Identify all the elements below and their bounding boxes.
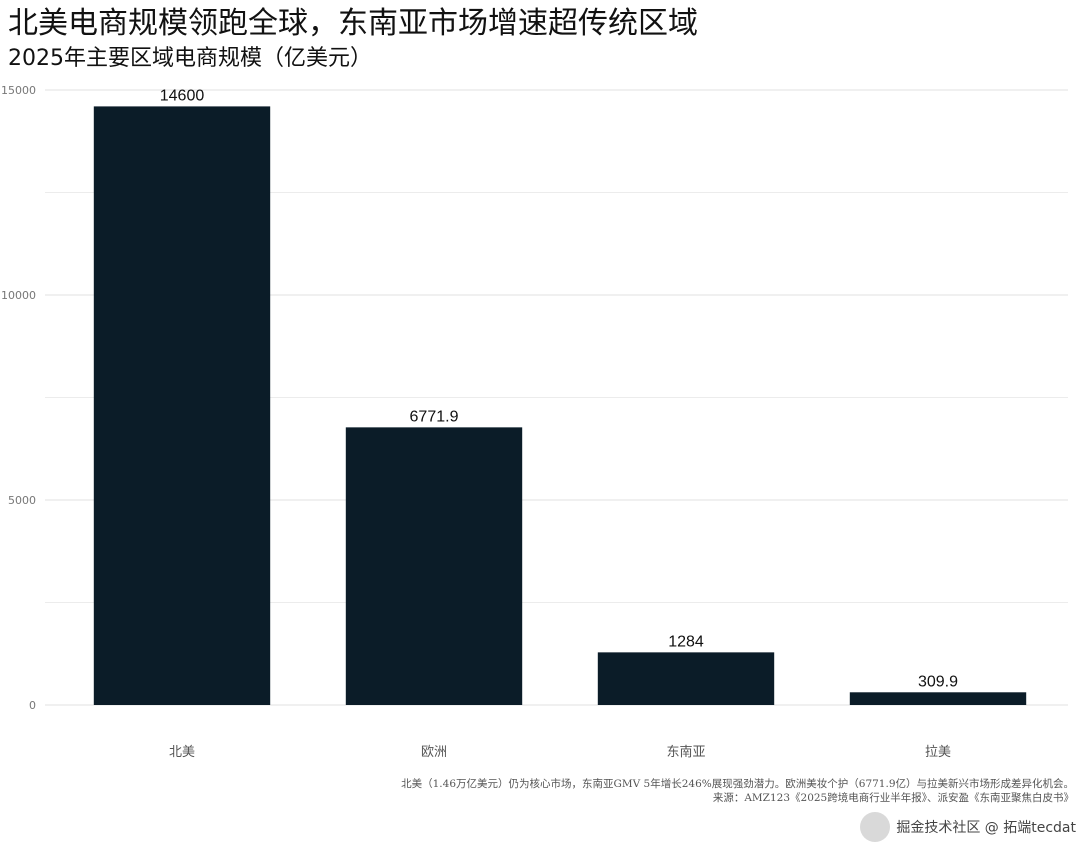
- bar-value-label: 309.9: [918, 673, 958, 690]
- y-tick-label: 10000: [1, 289, 36, 302]
- bar: [345, 427, 523, 705]
- bar-chart: 0 5000 10000 15000 14600 6771.9 1284 309.9 北美 欧…: [1, 84, 1068, 760]
- bar-value-label: 1284: [668, 633, 704, 650]
- bar-value-label: 6771.9: [410, 408, 459, 425]
- y-tick-label: 5000: [8, 494, 36, 507]
- chart-title: 北美电商规模领跑全球，东南亚市场增速超传统区域: [8, 6, 698, 41]
- watermark-logo-icon: [860, 812, 891, 842]
- caption-source: 来源：AMZ123《2025跨境电商行业半年报》、派安盈《东南亚聚焦白皮书》: [712, 792, 1074, 804]
- x-tick-label: 欧洲: [421, 745, 447, 760]
- x-axis-ticks: 北美 欧洲 东南亚 拉美: [169, 744, 951, 760]
- bar: [597, 652, 775, 705]
- x-tick-label: 东南亚: [666, 744, 705, 760]
- y-tick-label: 15000: [1, 84, 36, 97]
- bar: [849, 692, 1027, 705]
- chart-caption: 北美（1.46万亿美元）仍为核心市场，东南亚GMV 5年增长246%展现强劲潜力…: [401, 777, 1074, 805]
- bar: [93, 106, 271, 705]
- chart-subtitle: 2025年主要区域电商规模（亿美元）: [8, 46, 372, 71]
- bars: [93, 106, 1027, 705]
- x-tick-label: 北美: [169, 745, 195, 760]
- y-tick-label: 0: [29, 699, 36, 712]
- x-tick-label: 拉美: [925, 745, 951, 760]
- value-labels: 14600 6771.9 1284 309.9: [160, 87, 958, 690]
- y-axis-ticks: 0 5000 10000 15000: [1, 84, 36, 712]
- watermark: 掘金技术社区 @ 拓端tecdat: [860, 812, 1076, 842]
- caption-note: 北美（1.46万亿美元）仍为核心市场，东南亚GMV 5年增长246%展现强劲潜力…: [401, 778, 1074, 790]
- bar-value-label: 14600: [160, 87, 205, 104]
- watermark-text: 掘金技术社区 @ 拓端tecdat: [896, 820, 1076, 836]
